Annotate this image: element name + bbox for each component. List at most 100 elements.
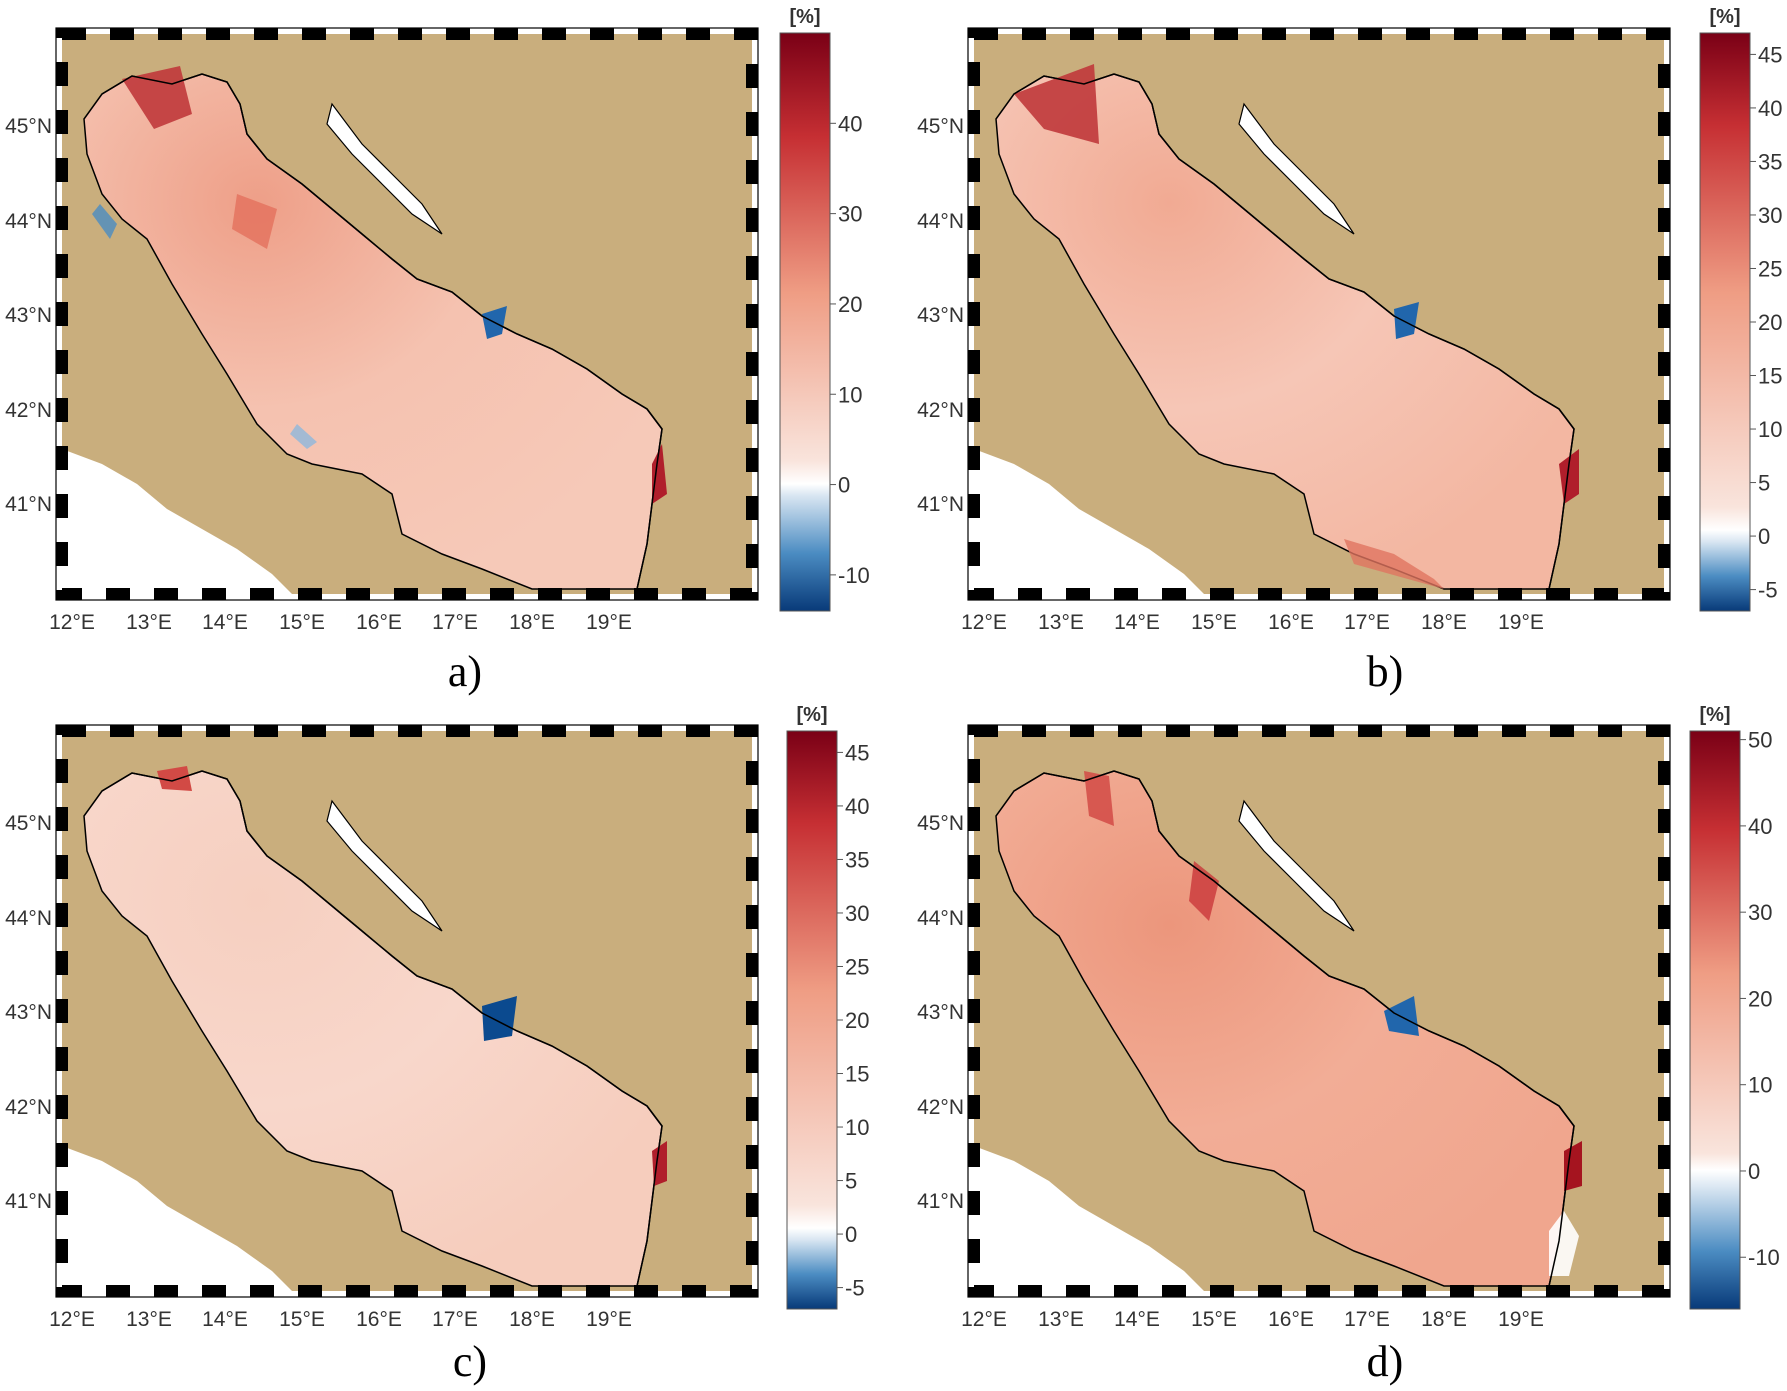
colorbar-tick-label: 0 bbox=[1748, 1159, 1760, 1184]
colorbar-tick-label: 45 bbox=[845, 740, 869, 765]
cold-spot-islands bbox=[1384, 996, 1419, 1036]
colorbar-tick-label: -5 bbox=[845, 1276, 865, 1301]
lat-label: 45°N bbox=[917, 812, 964, 835]
lon-labels: 12°E 13°E 14°E 15°E 16°E 17°E 18°E 19°E bbox=[961, 611, 1544, 634]
lat-label: 44°N bbox=[917, 907, 964, 930]
lon-label: 13°E bbox=[1038, 611, 1084, 634]
colorbar-ticks: 50 40 30 20 10 0 -10 bbox=[1740, 728, 1780, 1270]
lon-label: 18°E bbox=[509, 1308, 555, 1331]
lon-label: 17°E bbox=[1344, 611, 1390, 634]
colorbar-tick-label: 5 bbox=[1758, 471, 1770, 496]
colorbar-unit: [%] bbox=[1699, 704, 1730, 726]
lon-label: 12°E bbox=[49, 611, 95, 634]
lat-label: 41°N bbox=[5, 1190, 52, 1213]
colorbar-ticks: 45 40 35 30 25 20 15 10 5 0 -5 bbox=[1750, 42, 1782, 603]
lat-labels: 45°N 44°N 43°N 42°N 41°N bbox=[5, 812, 52, 1213]
lat-label: 41°N bbox=[5, 493, 52, 516]
panel-b: 45°N 44°N 43°N 42°N 41°N 12°E 13°E 14°E 15°E 16°… bbox=[917, 27, 1671, 634]
colorbar-tick-label: 50 bbox=[1748, 728, 1772, 753]
colorbar-tick-label: 30 bbox=[838, 202, 862, 227]
hotspot-north bbox=[1014, 64, 1099, 144]
lon-label: 18°E bbox=[509, 611, 555, 634]
lon-labels: 12°E 13°E 14°E 15°E 16°E 17°E 18°E 19°E bbox=[49, 1308, 632, 1331]
lon-label: 19°E bbox=[586, 611, 632, 634]
lon-label: 17°E bbox=[432, 1308, 478, 1331]
lon-label: 12°E bbox=[961, 611, 1007, 634]
cold-spot-islands bbox=[1394, 302, 1419, 339]
lat-label: 43°N bbox=[917, 304, 964, 327]
panel-a: 45°N 44°N 43°N 42°N 41°N 12°E 13°E 14°E 15°E 16°… bbox=[5, 27, 759, 634]
colorbar-tick-label: 20 bbox=[838, 292, 862, 317]
white-spot-south bbox=[1549, 1211, 1579, 1276]
lat-labels: 45°N 44°N 43°N 42°N 41°N bbox=[5, 115, 52, 516]
lat-label: 42°N bbox=[917, 399, 964, 422]
colorbar-tick-label: 30 bbox=[845, 901, 869, 926]
panel-label-a: a) bbox=[448, 647, 482, 696]
panel-label-b: b) bbox=[1367, 647, 1404, 696]
colorbar-d: [%] 50 40 30 20 10 0 -10 bbox=[1689, 704, 1780, 1310]
lon-label: 19°E bbox=[1498, 611, 1544, 634]
lat-label: 42°N bbox=[5, 399, 52, 422]
lat-label: 44°N bbox=[5, 210, 52, 233]
islands-white bbox=[326, 102, 443, 235]
colorbar-tick-label: 40 bbox=[845, 794, 869, 819]
colorbar-tick-label: 45 bbox=[1758, 42, 1782, 67]
lat-labels: 45°N 44°N 43°N 42°N 41°N bbox=[917, 812, 964, 1213]
lon-labels: 12°E 13°E 14°E 15°E 16°E 17°E 18°E 19°E bbox=[961, 1308, 1544, 1331]
cold-spot-coast bbox=[290, 424, 317, 449]
colorbar-tick-label: 10 bbox=[1748, 1073, 1772, 1098]
lat-label: 41°N bbox=[917, 493, 964, 516]
map-frame bbox=[56, 28, 758, 600]
colorbar-tick-label: 10 bbox=[845, 1115, 869, 1140]
lon-label: 15°E bbox=[279, 611, 325, 634]
lat-labels: 45°N 44°N 43°N 42°N 41°N bbox=[917, 115, 964, 516]
hotspot-south-east bbox=[1564, 1141, 1582, 1191]
lat-label: 44°N bbox=[5, 907, 52, 930]
hotspot-north bbox=[157, 766, 192, 791]
hotspot-mid bbox=[232, 194, 277, 249]
panel-c: 45°N 44°N 43°N 42°N 41°N 12°E 13°E 14°E 15°E 16°… bbox=[5, 724, 759, 1331]
lat-label: 43°N bbox=[917, 1001, 964, 1024]
lat-label: 42°N bbox=[5, 1096, 52, 1119]
colorbar-tick-label: 30 bbox=[1748, 900, 1772, 925]
lon-label: 16°E bbox=[356, 611, 402, 634]
panel-label-d: d) bbox=[1367, 1337, 1404, 1386]
colorbar-tick-label: 25 bbox=[1758, 256, 1782, 281]
colorbar-tick-label: 40 bbox=[1758, 96, 1782, 121]
lon-label: 14°E bbox=[202, 611, 248, 634]
colorbar-unit: [%] bbox=[796, 704, 827, 726]
lon-label: 18°E bbox=[1421, 1308, 1467, 1331]
colorbar-unit: [%] bbox=[1709, 6, 1740, 28]
colorbar-tick-label: -5 bbox=[1758, 578, 1778, 603]
colorbar-tick-label: 35 bbox=[1758, 149, 1782, 174]
lat-label: 42°N bbox=[917, 1096, 964, 1119]
colorbar-tick-label: 10 bbox=[1758, 417, 1782, 442]
hotspot-mid bbox=[1189, 861, 1219, 921]
lat-label: 44°N bbox=[917, 210, 964, 233]
lon-label: 13°E bbox=[126, 1308, 172, 1331]
colorbar-b: [%] 45 40 35 30 25 20 15 10 5 0 -5 bbox=[1699, 6, 1782, 612]
lon-label: 15°E bbox=[279, 1308, 325, 1331]
lon-label: 18°E bbox=[1421, 611, 1467, 634]
colorbar-tick-label: 0 bbox=[845, 1222, 857, 1247]
colorbar-tick-label: 25 bbox=[845, 954, 869, 979]
colorbar-tick-label: 0 bbox=[838, 473, 850, 498]
colorbar-tick-label: 10 bbox=[838, 382, 862, 407]
lon-label: 16°E bbox=[1268, 1308, 1314, 1331]
colorbar-tick-label: 20 bbox=[1748, 986, 1772, 1011]
cold-spot-islands bbox=[482, 996, 517, 1041]
colorbar-c: [%] 45 40 35 30 25 20 15 10 5 0 -5 bbox=[786, 704, 869, 1310]
colorbar-unit: [%] bbox=[789, 6, 820, 28]
lon-label: 12°E bbox=[961, 1308, 1007, 1331]
hotspot-south bbox=[1344, 539, 1444, 589]
lon-labels: 12°E 13°E 14°E 15°E 16°E 17°E 18°E 19°E bbox=[49, 611, 632, 634]
lon-label: 14°E bbox=[202, 1308, 248, 1331]
colorbar-tick-label: 30 bbox=[1758, 203, 1782, 228]
colorbar-ticks: 40 30 20 10 0 -10 bbox=[830, 111, 870, 588]
lat-label: 43°N bbox=[5, 1001, 52, 1024]
lat-label: 45°N bbox=[5, 115, 52, 138]
lat-label: 41°N bbox=[917, 1190, 964, 1213]
lon-label: 14°E bbox=[1114, 1308, 1160, 1331]
cold-spot-west bbox=[92, 204, 117, 239]
